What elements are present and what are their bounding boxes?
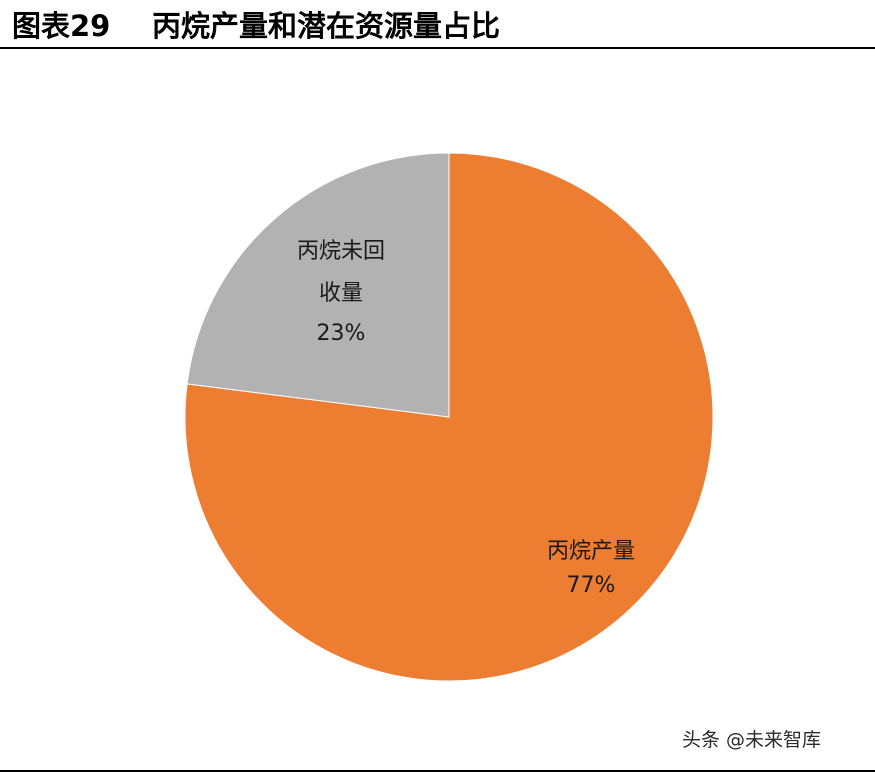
slice-percent-unrecovered: 23%	[317, 321, 366, 346]
slice-label-propane-production: 丙烷产量	[547, 539, 635, 564]
source-watermark: 头条 @未来智库	[682, 729, 822, 751]
figure-number: 图表29	[12, 9, 111, 43]
bottom-divider	[0, 770, 875, 772]
pie-slices	[184, 152, 714, 682]
slice-label-unrecovered-line1: 丙烷未回	[297, 239, 385, 264]
pie-slice-unrecovered-propane	[186, 152, 450, 418]
chart-title: 丙烷产量和潜在资源量占比	[152, 9, 501, 43]
slice-percent-propane-production: 77%	[567, 573, 616, 598]
pie-labels: 丙烷产量 77% 丙烷未回 收量 23%	[297, 239, 635, 598]
slice-label-unrecovered-line2: 收量	[319, 281, 363, 306]
top-divider	[0, 47, 875, 49]
chart-header: 图表29 丙烷产量和潜在资源量占比	[0, 0, 875, 48]
